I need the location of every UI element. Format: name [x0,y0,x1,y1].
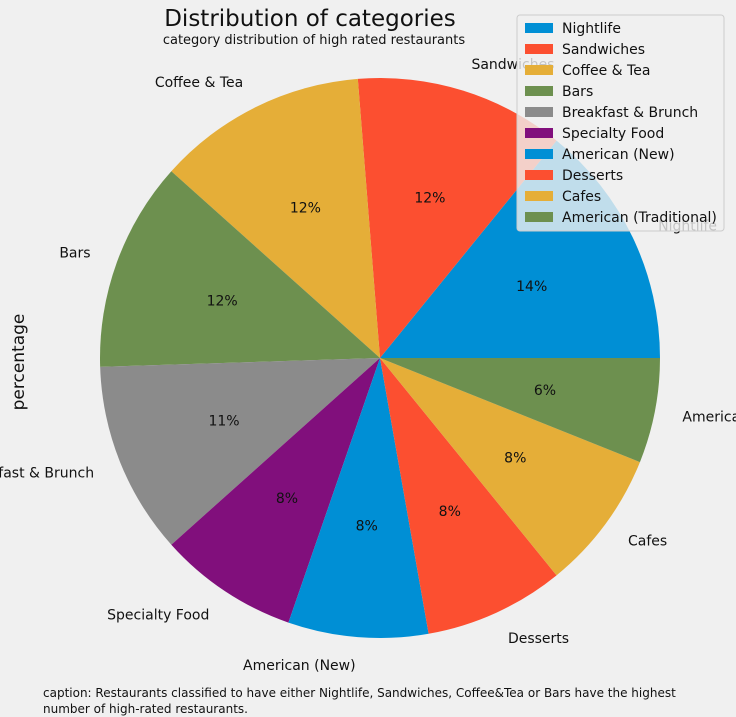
slice-sandwiches [357,77,557,358]
percent-label-american-new: 8% [356,518,378,534]
slice-american-new [288,358,429,638]
legend-label-breakfast-brunch: Breakfast & Brunch [562,105,698,121]
legend-swatch-cafes [525,191,553,201]
slice-breakfast-brunch [100,358,381,545]
legend-label-nightlife: Nightlife [562,21,621,37]
percent-label-coffee-tea: 12% [290,200,321,216]
legend-swatch-coffee-tea [525,65,553,75]
legend-label-desserts: Desserts [562,168,623,184]
legend-label-specialty-food: Specialty Food [562,126,664,142]
chart-caption: caption: Restaurants classified to have … [43,686,676,716]
legend-label-bars: Bars [562,84,593,100]
legend-swatch-bars [525,86,553,96]
percent-label-sandwiches: 12% [414,191,445,207]
slice-bars [100,171,380,367]
legend-swatch-nightlife [525,23,553,33]
slice-label-american-new: American (New) [243,658,356,674]
percent-label-desserts: 8% [439,504,461,520]
legend-label-sandwiches: Sandwiches [562,42,645,58]
slice-desserts [380,358,557,634]
chart-subtitle: category distribution of high rated rest… [163,33,466,48]
y-axis-label: percentage [9,314,29,411]
slice-label-breakfast-brunch: Breakfast & Brunch [0,465,94,481]
slice-american-traditional [380,358,660,463]
legend-label-coffee-tea: Coffee & Tea [562,63,650,79]
slice-specialty-food [171,358,380,623]
legend-label-american-traditional: American (Traditional) [562,210,717,226]
legend-label-american-new: American (New) [562,147,675,163]
percent-label-bars: 12% [207,294,238,310]
chart-title: Distribution of categories [164,6,456,32]
percent-label-cafes: 8% [504,451,526,467]
legend-box [516,14,725,232]
legend: Nightlife Sandwiches Coffee & Tea Bars Break… [516,14,725,232]
pie-slices [100,77,660,638]
legend-swatch-sandwiches [525,44,553,54]
legend-swatch-american-traditional [525,212,553,222]
percent-label-nightlife: 14% [516,279,547,295]
legend-swatch-specialty-food [525,128,553,138]
percent-label-american-traditional: 6% [534,383,556,399]
percent-label-breakfast-brunch: 11% [208,413,239,429]
slice-cafes [380,358,640,576]
slice-label-coffee-tea: Coffee & Tea [155,75,243,91]
slice-label-cafes: Cafes [628,534,667,550]
slice-label-desserts: Desserts [508,631,569,647]
legend-swatch-desserts [525,170,553,180]
slice-label-specialty-food: Specialty Food [107,607,209,623]
percent-label-specialty-food: 8% [276,491,298,507]
legend-label-cafes: Cafes [562,189,601,205]
slice-label-american-traditional: American (Traditional) [682,409,736,425]
slice-coffee-tea [171,78,380,358]
slice-label-bars: Bars [59,246,90,262]
legend-swatch-breakfast-brunch [525,107,553,117]
legend-swatch-american-new [525,149,553,159]
